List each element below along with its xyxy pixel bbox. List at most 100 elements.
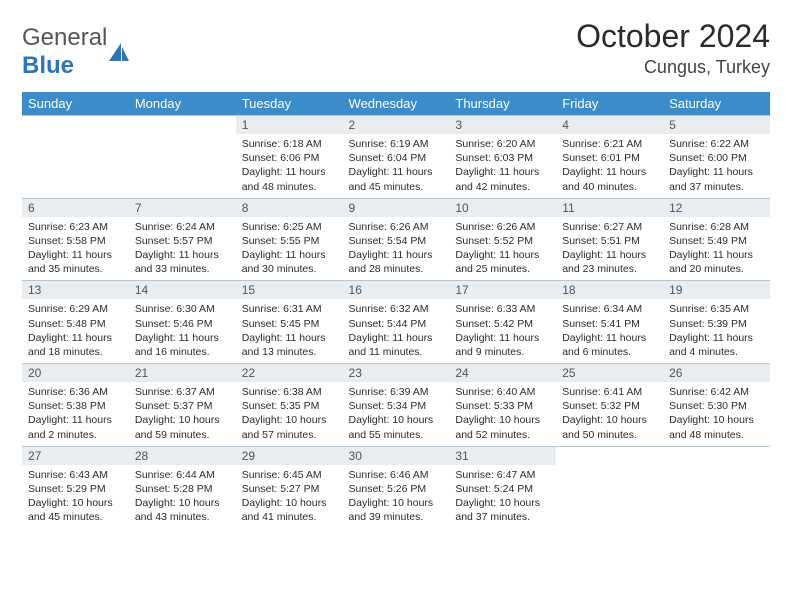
sunset-text: Sunset: 5:44 PM — [349, 317, 444, 331]
calendar-row: 1Sunrise: 6:18 AMSunset: 6:06 PMDaylight… — [22, 116, 770, 199]
sunrise-text: Sunrise: 6:39 AM — [349, 385, 444, 399]
sunset-text: Sunset: 5:42 PM — [455, 317, 550, 331]
daylight-line2: and 25 minutes. — [455, 262, 550, 276]
day-number: 26 — [663, 364, 770, 382]
daylight-line2: and 11 minutes. — [349, 345, 444, 359]
calendar-cell: 31Sunrise: 6:47 AMSunset: 5:24 PMDayligh… — [449, 446, 556, 528]
sunrise-text: Sunrise: 6:24 AM — [135, 220, 230, 234]
day-details: Sunrise: 6:36 AMSunset: 5:38 PMDaylight:… — [22, 382, 129, 446]
calendar-cell: 16Sunrise: 6:32 AMSunset: 5:44 PMDayligh… — [343, 281, 450, 364]
calendar-cell: 27Sunrise: 6:43 AMSunset: 5:29 PMDayligh… — [22, 446, 129, 528]
daylight-line1: Daylight: 10 hours — [242, 496, 337, 510]
sunrise-text: Sunrise: 6:43 AM — [28, 468, 123, 482]
sunrise-text: Sunrise: 6:42 AM — [669, 385, 764, 399]
daylight-line2: and 4 minutes. — [669, 345, 764, 359]
sunrise-text: Sunrise: 6:40 AM — [455, 385, 550, 399]
sunset-text: Sunset: 5:34 PM — [349, 399, 444, 413]
day-number: 14 — [129, 281, 236, 299]
weekday-header: Friday — [556, 92, 663, 116]
daylight-line1: Daylight: 11 hours — [349, 165, 444, 179]
sunrise-text: Sunrise: 6:19 AM — [349, 137, 444, 151]
day-number: 30 — [343, 447, 450, 465]
day-details: Sunrise: 6:43 AMSunset: 5:29 PMDaylight:… — [22, 465, 129, 529]
day-details: Sunrise: 6:24 AMSunset: 5:57 PMDaylight:… — [129, 217, 236, 281]
day-number: 16 — [343, 281, 450, 299]
day-number: 17 — [449, 281, 556, 299]
day-details: Sunrise: 6:25 AMSunset: 5:55 PMDaylight:… — [236, 217, 343, 281]
calendar-cell: 2Sunrise: 6:19 AMSunset: 6:04 PMDaylight… — [343, 116, 450, 199]
daylight-line1: Daylight: 11 hours — [455, 331, 550, 345]
daylight-line2: and 48 minutes. — [669, 428, 764, 442]
daylight-line1: Daylight: 11 hours — [455, 248, 550, 262]
sunrise-text: Sunrise: 6:25 AM — [242, 220, 337, 234]
day-number: 13 — [22, 281, 129, 299]
day-number: 29 — [236, 447, 343, 465]
day-details: Sunrise: 6:33 AMSunset: 5:42 PMDaylight:… — [449, 299, 556, 363]
daylight-line2: and 42 minutes. — [455, 180, 550, 194]
sunset-text: Sunset: 5:33 PM — [455, 399, 550, 413]
sunrise-text: Sunrise: 6:33 AM — [455, 302, 550, 316]
day-number: 11 — [556, 199, 663, 217]
daylight-line2: and 59 minutes. — [135, 428, 230, 442]
daylight-line2: and 45 minutes. — [349, 180, 444, 194]
sunset-text: Sunset: 5:27 PM — [242, 482, 337, 496]
calendar-row: 13 Sunrise: 6:29 AMSunset: 5:48 PM Dayligh… — [22, 281, 770, 364]
daylight-line2: and 13 minutes. — [242, 345, 337, 359]
day-details: Sunrise: 6:47 AMSunset: 5:24 PMDaylight:… — [449, 465, 556, 529]
calendar-cell-empty — [663, 446, 770, 528]
calendar-cell: 15Sunrise: 6:31 AMSunset: 5:45 PMDayligh… — [236, 281, 343, 364]
sunset-text: Sunset: 5:48 PM — [28, 317, 123, 331]
daylight-line2: and 30 minutes. — [242, 262, 337, 276]
daylight-line1: Daylight: 11 hours — [562, 331, 657, 345]
sunset-text: Sunset: 5:46 PM — [135, 317, 230, 331]
daylight-line2: and 37 minutes. — [455, 510, 550, 524]
sunrise-text: Sunrise: 6:21 AM — [562, 137, 657, 151]
calendar-body: 1Sunrise: 6:18 AMSunset: 6:06 PMDaylight… — [22, 116, 770, 529]
day-details: Sunrise: 6:35 AMSunset: 5:39 PMDaylight:… — [663, 299, 770, 363]
calendar-cell-empty — [129, 116, 236, 199]
calendar-cell: 3Sunrise: 6:20 AMSunset: 6:03 PMDaylight… — [449, 116, 556, 199]
day-details: Sunrise: 6:37 AMSunset: 5:37 PMDaylight:… — [129, 382, 236, 446]
calendar-cell: 30Sunrise: 6:46 AMSunset: 5:26 PMDayligh… — [343, 446, 450, 528]
daylight-line2: and 39 minutes. — [349, 510, 444, 524]
sunrise-text: Sunrise: 6:29 AM — [28, 302, 123, 316]
calendar-cell: 8Sunrise: 6:25 AMSunset: 5:55 PMDaylight… — [236, 198, 343, 281]
sunset-text: Sunset: 5:58 PM — [28, 234, 123, 248]
calendar-row: 27Sunrise: 6:43 AMSunset: 5:29 PMDayligh… — [22, 446, 770, 528]
day-details: Sunrise: 6:19 AMSunset: 6:04 PMDaylight:… — [343, 134, 450, 198]
day-number: 10 — [449, 199, 556, 217]
calendar-cell: 19Sunrise: 6:35 AMSunset: 5:39 PMDayligh… — [663, 281, 770, 364]
weekday-header: Wednesday — [343, 92, 450, 116]
day-number: 19 — [663, 281, 770, 299]
day-number: 4 — [556, 116, 663, 134]
sunset-text: Sunset: 6:03 PM — [455, 151, 550, 165]
daylight-line1: Daylight: 11 hours — [135, 331, 230, 345]
daylight-line1: Daylight: 10 hours — [562, 413, 657, 427]
sunrise-text: Sunrise: 6:26 AM — [455, 220, 550, 234]
daylight-line1: Daylight: 11 hours — [455, 165, 550, 179]
day-number: 8 — [236, 199, 343, 217]
day-number: 20 — [22, 364, 129, 382]
sunset-text: Sunset: 6:00 PM — [669, 151, 764, 165]
sunrise-text: Sunrise: 6:44 AM — [135, 468, 230, 482]
sunset-text: Sunset: 5:51 PM — [562, 234, 657, 248]
daylight-line2: and 33 minutes. — [135, 262, 230, 276]
sunset-text: Sunset: 5:26 PM — [349, 482, 444, 496]
daylight-line2: and 20 minutes. — [669, 262, 764, 276]
daylight-line1: Daylight: 10 hours — [28, 496, 123, 510]
calendar-cell: 18Sunrise: 6:34 AMSunset: 5:41 PMDayligh… — [556, 281, 663, 364]
sunrise-text: Sunrise: 6:36 AM — [28, 385, 123, 399]
sunrise-text: Sunrise: 6:31 AM — [242, 302, 337, 316]
day-details: Sunrise: 6:44 AMSunset: 5:28 PMDaylight:… — [129, 465, 236, 529]
day-details: Sunrise: 6:22 AMSunset: 6:00 PMDaylight:… — [663, 134, 770, 198]
sunset-text: Sunset: 5:41 PM — [562, 317, 657, 331]
daylight-line1: Daylight: 11 hours — [242, 165, 337, 179]
daylight-line1: Daylight: 11 hours — [669, 248, 764, 262]
daylight-line2: and 41 minutes. — [242, 510, 337, 524]
day-number: 2 — [343, 116, 450, 134]
sunset-text: Sunset: 5:38 PM — [28, 399, 123, 413]
sunrise-text: Sunrise: 6:18 AM — [242, 137, 337, 151]
day-details: Sunrise: 6:42 AMSunset: 5:30 PMDaylight:… — [663, 382, 770, 446]
day-details: Sunrise: 6:41 AMSunset: 5:32 PMDaylight:… — [556, 382, 663, 446]
daylight-line2: and 9 minutes. — [455, 345, 550, 359]
